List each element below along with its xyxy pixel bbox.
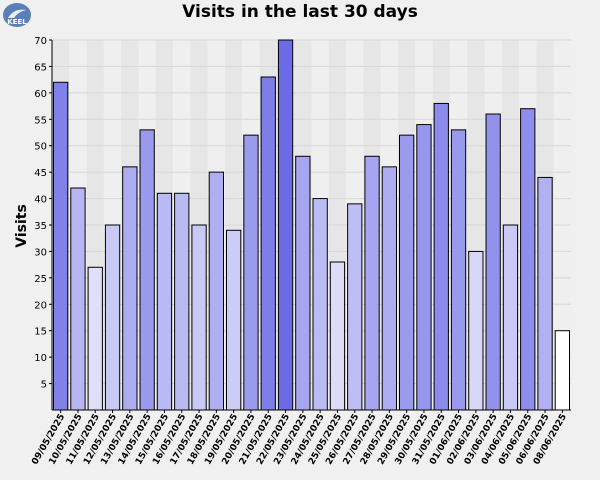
bar	[347, 203, 363, 411]
bar	[70, 187, 86, 411]
grid-lines	[52, 39, 571, 385]
bar	[295, 155, 311, 411]
bar	[208, 171, 224, 411]
keel-logo-icon: KEEL	[3, 3, 31, 27]
y-tick-label: 45	[34, 168, 47, 179]
y-tick-label: 30	[34, 247, 47, 258]
y-tick-label: 5	[41, 380, 47, 391]
bar	[537, 176, 553, 411]
y-axis-label: Visits	[14, 204, 30, 248]
bar	[260, 76, 276, 411]
bar	[329, 261, 346, 411]
bars	[53, 39, 571, 411]
keel-logo: KEEL	[2, 2, 32, 32]
bar	[381, 166, 398, 411]
bar	[312, 198, 328, 411]
y-tick-label: 25	[34, 274, 47, 285]
bar	[174, 192, 190, 411]
chart-title: Visits in the last 30 days	[182, 2, 418, 22]
y-tick-label: 70	[34, 36, 47, 47]
bar	[450, 129, 467, 411]
bar	[87, 266, 103, 411]
y-tick-label: 60	[34, 89, 47, 100]
bar	[520, 108, 536, 411]
bar	[53, 81, 69, 411]
y-tick-label: 35	[34, 221, 47, 232]
logo-text: KEEL	[7, 18, 27, 26]
x-tick-labels: 09/05/202510/05/202511/05/202512/05/2025…	[30, 410, 569, 467]
bar	[399, 134, 415, 411]
bar	[416, 124, 432, 411]
bar	[156, 192, 173, 411]
bar	[122, 166, 138, 411]
y-tick-label: 10	[34, 353, 47, 364]
bar	[433, 102, 449, 411]
bar	[277, 39, 294, 411]
y-tick-label: 40	[34, 195, 47, 206]
bar	[468, 250, 484, 411]
bar	[139, 129, 155, 411]
y-tick-label: 50	[34, 142, 47, 153]
bar	[502, 224, 519, 411]
bar	[485, 113, 501, 411]
y-tick-label: 65	[34, 62, 47, 73]
bar	[243, 134, 259, 411]
bar	[364, 155, 380, 411]
y-tick-label: 55	[34, 115, 47, 126]
bar	[104, 224, 121, 411]
bar	[226, 229, 242, 411]
y-tick-labels: 5 10 15 20 25 30 35 40 45 50 55 60 65 70	[34, 36, 52, 391]
bar	[554, 330, 571, 411]
bar	[191, 224, 207, 411]
y-tick-label: 20	[34, 300, 47, 311]
y-tick-label: 15	[34, 327, 47, 338]
